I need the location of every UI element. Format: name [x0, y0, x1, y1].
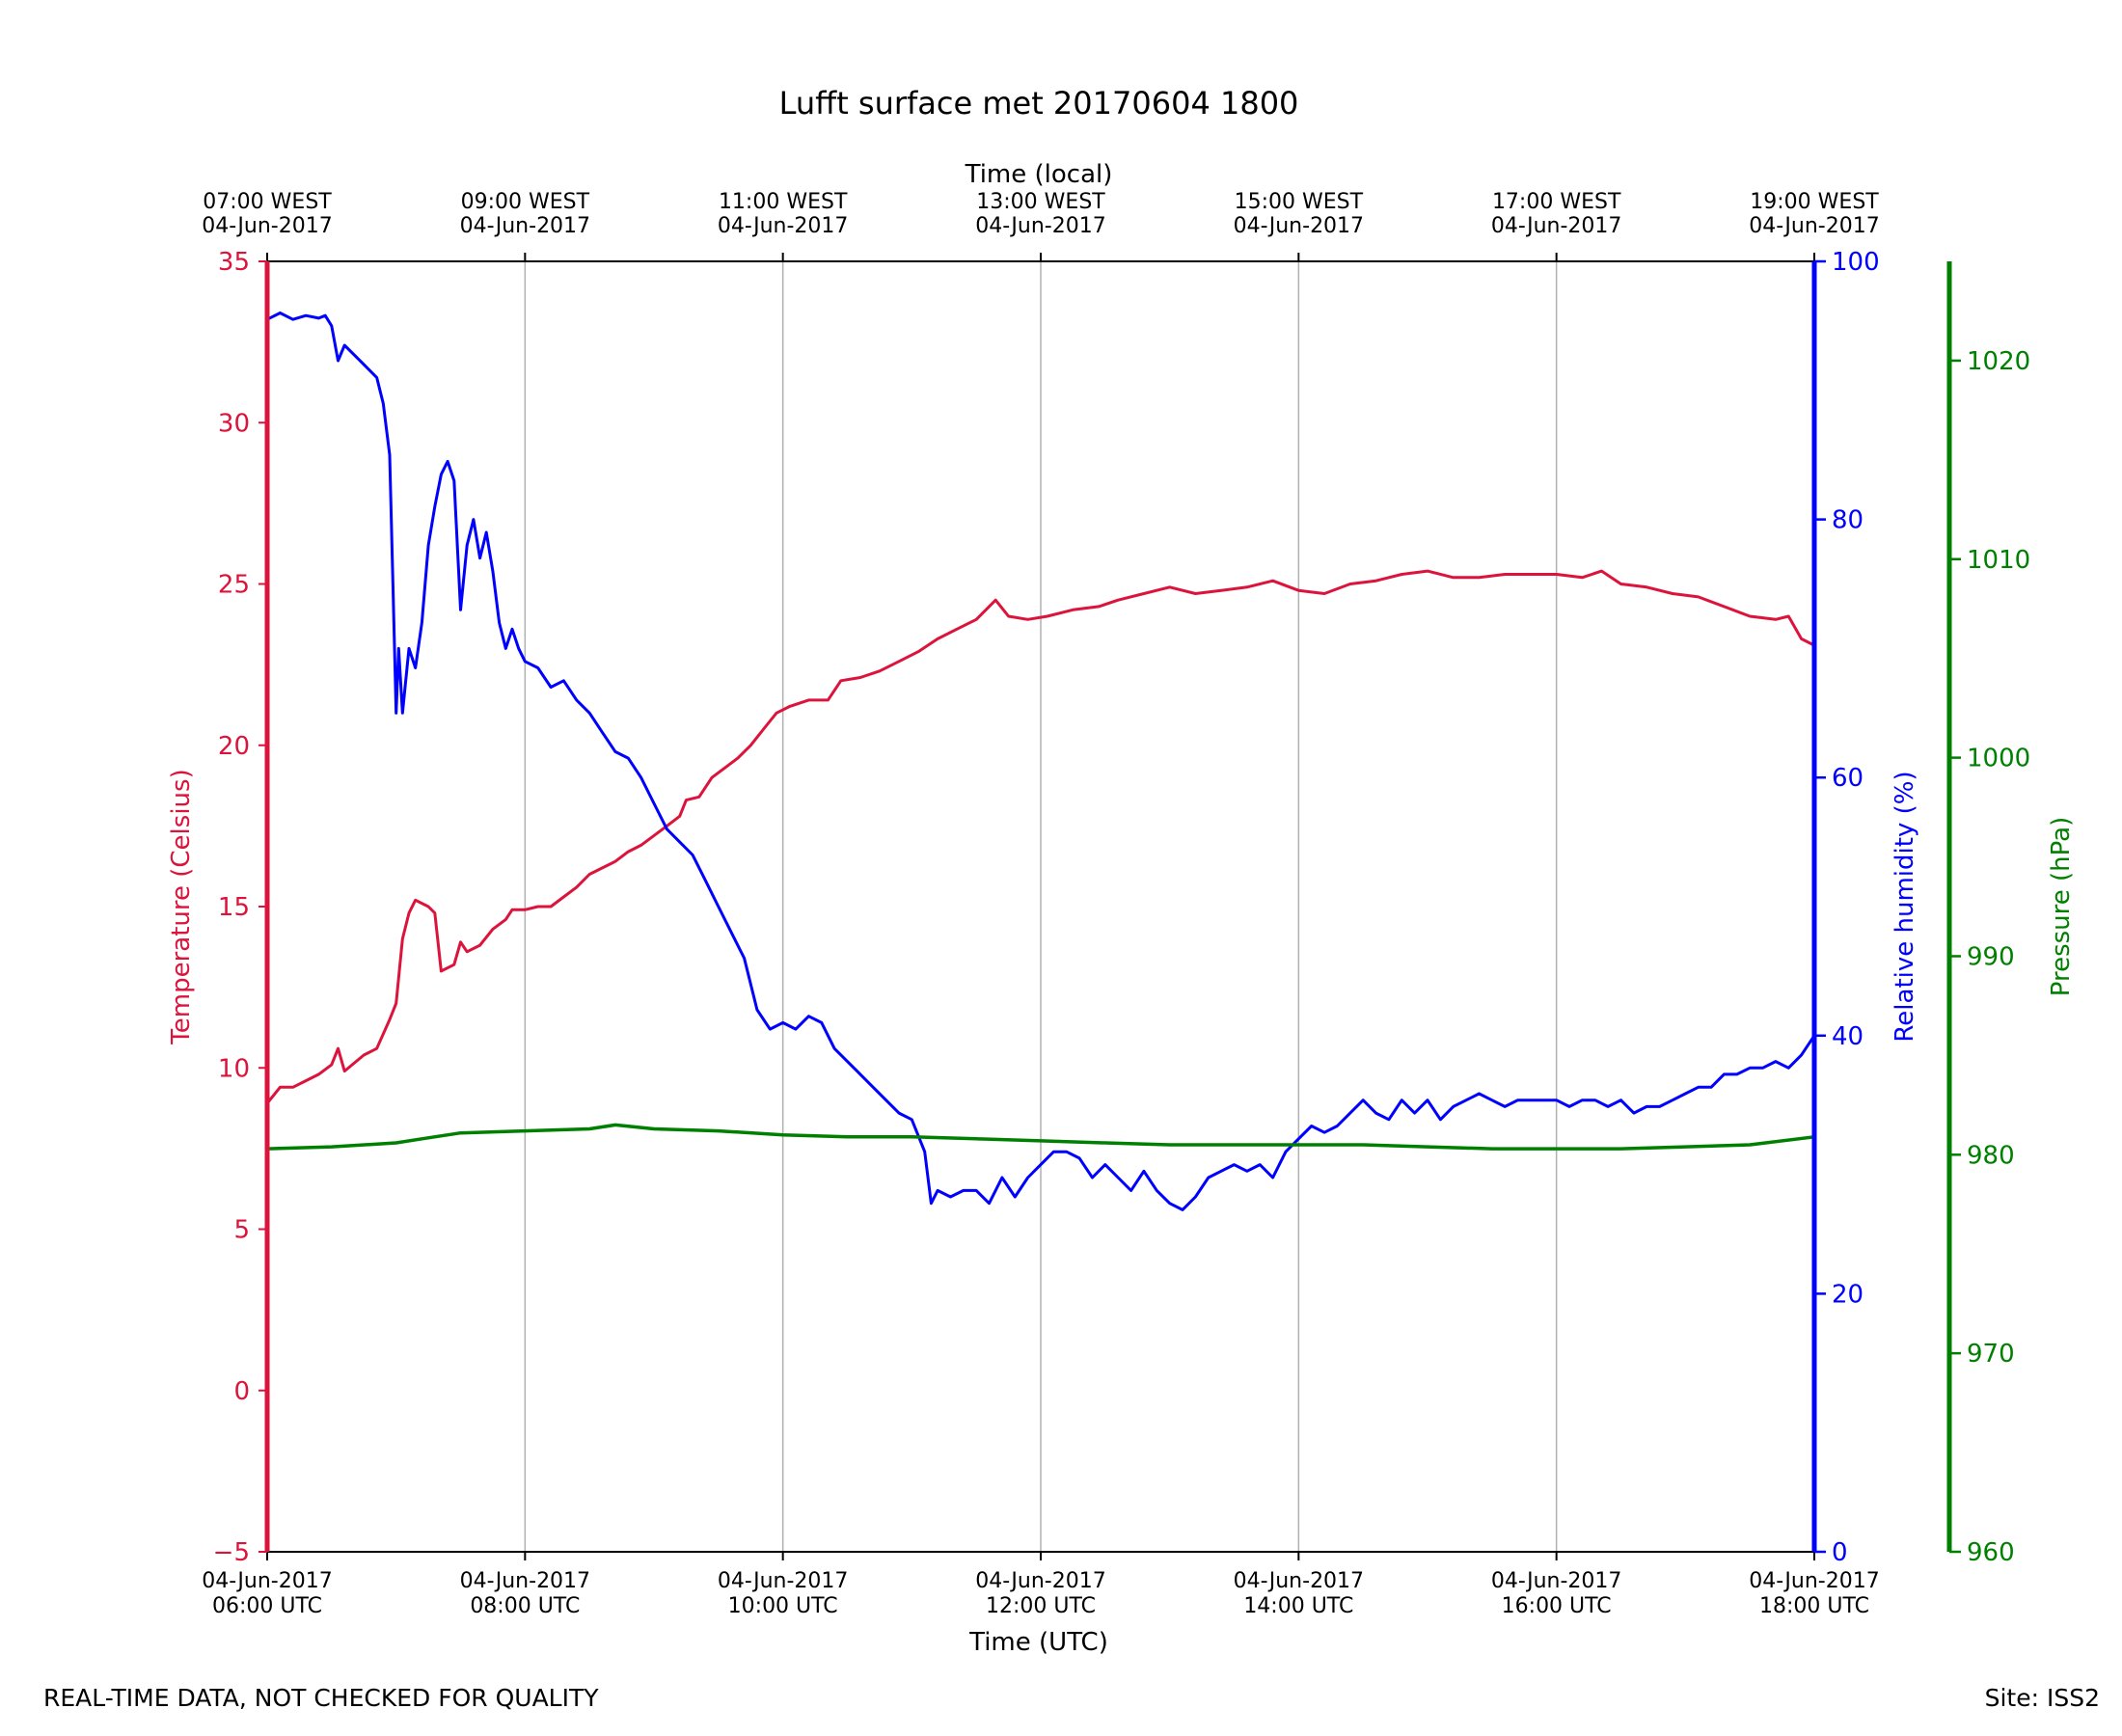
humidity-tick-label-2: 40 — [1832, 1022, 1864, 1051]
temperature-tick-label-2: 5 — [233, 1216, 250, 1245]
pressure-axis-label: Pressure (hPa) — [2047, 817, 2076, 997]
series-line-pressure — [266, 1123, 1815, 1151]
temperature-axis-label: Temperature (Celsius) — [167, 769, 196, 1044]
grid-lines — [524, 261, 1558, 1552]
x-bottom-tick-date-0: 04-Jun-2017 — [202, 1569, 332, 1593]
pressure-tick-label-6: 1020 — [1967, 347, 2030, 376]
humidity-tick-label-4: 80 — [1832, 506, 1864, 535]
series-line-humidity — [266, 312, 1816, 1211]
x-top-tick-date-6: 04-Jun-2017 — [1749, 214, 1879, 238]
x-top-tick-time-5: 17:00 WEST — [1492, 190, 1621, 214]
footer-quality-note: REAL-TIME DATA, NOT CHECKED FOR QUALITY — [43, 1684, 599, 1712]
temperature-tick-label-0: −5 — [213, 1538, 250, 1567]
x-bottom-tick-time-2: 10:00 UTC — [728, 1594, 838, 1618]
pressure-tick-label-1: 970 — [1967, 1340, 2015, 1369]
x-top-tick-time-3: 13:00 WEST — [976, 190, 1105, 214]
x-top-axis-label: Time (local) — [965, 160, 1113, 189]
pressure-tick-label-5: 1010 — [1967, 546, 2030, 575]
temperature-tick-label-6: 25 — [218, 571, 250, 600]
humidity-tick-label-0: 0 — [1832, 1538, 1848, 1567]
x-bottom-tick-time-4: 14:00 UTC — [1243, 1594, 1353, 1618]
humidity-tick-label-3: 60 — [1832, 764, 1864, 793]
x-top-tick-date-4: 04-Jun-2017 — [1234, 214, 1364, 238]
x-bottom-tick-date-4: 04-Jun-2017 — [1234, 1569, 1364, 1593]
x-bottom-tick-date-6: 04-Jun-2017 — [1749, 1569, 1879, 1593]
x-bottom-tick-time-6: 18:00 UTC — [1759, 1594, 1869, 1618]
temperature-tick-label-3: 10 — [218, 1054, 250, 1083]
axes-layer — [264, 260, 1952, 1553]
x-top-tick-date-1: 04-Jun-2017 — [460, 214, 590, 238]
x-bottom-tick-time-3: 12:00 UTC — [986, 1594, 1096, 1618]
x-top-tick-date-2: 04-Jun-2017 — [718, 214, 848, 238]
temperature-tick-label-4: 15 — [218, 893, 250, 922]
footer-site-label: Site: ISS2 — [1984, 1684, 2100, 1712]
x-bottom-tick-time-0: 06:00 UTC — [212, 1594, 322, 1618]
x-top-tick-time-2: 11:00 WEST — [719, 190, 848, 214]
series-layer — [265, 312, 1816, 1211]
x-top-tick-time-1: 09:00 WEST — [461, 190, 590, 214]
chart-title: Lufft surface met 20170604 1800 — [779, 85, 1299, 122]
x-top-tick-date-5: 04-Jun-2017 — [1491, 214, 1621, 238]
x-bottom-axis-label: Time (UTC) — [968, 1628, 1108, 1657]
pressure-tick-label-4: 1000 — [1967, 745, 2030, 773]
pressure-tick-label-3: 990 — [1967, 942, 2015, 971]
x-top-tick-time-6: 19:00 WEST — [1750, 190, 1879, 214]
pressure-tick-label-2: 980 — [1967, 1141, 2015, 1170]
series-line-temperature — [265, 569, 1815, 1104]
x-bottom-tick-time-5: 16:00 UTC — [1502, 1594, 1612, 1618]
humidity-tick-label-1: 20 — [1832, 1280, 1864, 1309]
x-bottom-tick-date-1: 04-Jun-2017 — [460, 1569, 590, 1593]
x-top-tick-time-0: 07:00 WEST — [203, 190, 332, 214]
x-bottom-tick-date-2: 04-Jun-2017 — [718, 1569, 848, 1593]
temperature-tick-label-8: 35 — [218, 248, 250, 277]
x-top-tick-date-3: 04-Jun-2017 — [975, 214, 1105, 238]
x-top-tick-date-0: 04-Jun-2017 — [202, 214, 332, 238]
humidity-axis-label: Relative humidity (%) — [1891, 771, 1919, 1042]
temperature-tick-label-7: 30 — [218, 409, 250, 438]
humidity-tick-label-5: 100 — [1832, 248, 1880, 277]
temperature-tick-label-5: 20 — [218, 732, 250, 761]
x-top-tick-time-4: 15:00 WEST — [1235, 190, 1364, 214]
temperature-tick-label-1: 0 — [233, 1377, 250, 1406]
pressure-tick-label-0: 960 — [1967, 1538, 2015, 1567]
x-bottom-tick-date-5: 04-Jun-2017 — [1491, 1569, 1621, 1593]
x-bottom-tick-time-1: 08:00 UTC — [470, 1594, 580, 1618]
x-bottom-tick-date-3: 04-Jun-2017 — [975, 1569, 1105, 1593]
